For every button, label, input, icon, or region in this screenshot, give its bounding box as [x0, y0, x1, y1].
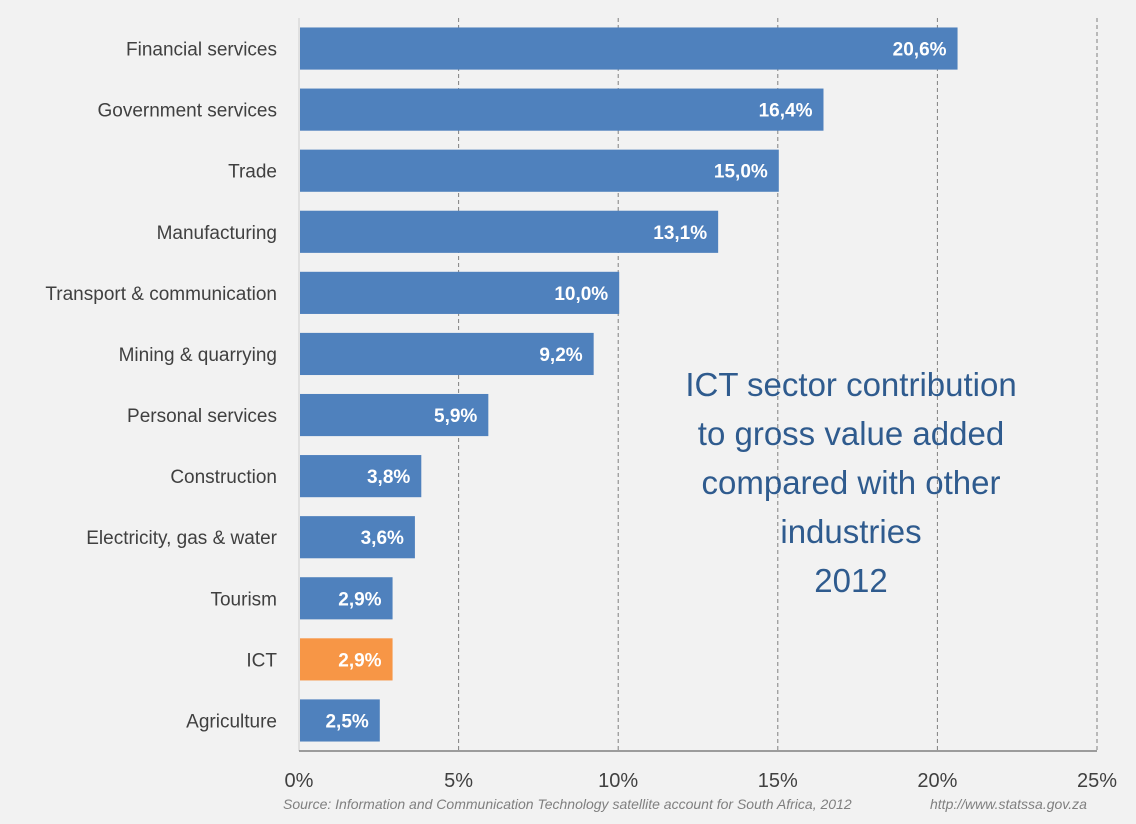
data-label: 3,6%: [361, 528, 404, 549]
bar: [300, 149, 779, 192]
annotation-line: compared with other: [702, 464, 1001, 501]
bar: [300, 332, 594, 376]
axes: 0% 5% 10% 15% 20% 25% Financial services Govern…: [45, 18, 1117, 792]
bar: [300, 638, 393, 681]
x-tick-label: 15%: [758, 770, 798, 792]
category-label: Transport & communication: [45, 284, 277, 305]
data-label: 9,2%: [539, 345, 582, 366]
bar: [300, 699, 380, 742]
x-tick-label: 20%: [917, 770, 957, 792]
annotation-line: ICT sector contribution: [685, 366, 1016, 403]
data-label: 3,8%: [367, 467, 410, 488]
data-label: 2,9%: [338, 650, 381, 671]
category-label: ICT: [246, 650, 277, 671]
category-label: Tourism: [210, 589, 277, 610]
data-label: 13,1%: [653, 223, 707, 244]
source-note: Source: Information and Communication Te…: [283, 796, 852, 812]
data-label: 2,5%: [325, 711, 368, 732]
category-label: Government services: [97, 101, 277, 122]
source-url: http://www.statssa.gov.za: [930, 796, 1087, 812]
gridlines: [458, 18, 1098, 751]
bars: 20,6% 16,4% 15,0% 13,1% 10,0% 9,2% 5,9% 3,8% 3,6…: [300, 27, 958, 742]
category-label: Construction: [170, 467, 277, 488]
category-label: Financial services: [126, 40, 277, 61]
category-label: Electricity, gas & water: [86, 528, 277, 549]
bar: [300, 455, 422, 498]
data-label: 10,0%: [554, 284, 608, 305]
category-label: Agriculture: [186, 711, 277, 732]
annotation-line: 2012: [814, 562, 887, 599]
data-label: 2,9%: [338, 589, 381, 610]
category-label: Trade: [228, 162, 277, 183]
x-tick-label: 10%: [598, 770, 638, 792]
annotation-line: to gross value added: [698, 415, 1004, 452]
x-tick-label: 25%: [1077, 770, 1117, 792]
x-tick-label: 0%: [285, 770, 314, 792]
bar: [300, 88, 824, 131]
bar: [300, 210, 719, 253]
bar: [300, 516, 415, 559]
category-label: Manufacturing: [157, 223, 277, 244]
data-label: 20,6%: [893, 40, 947, 61]
category-label: Personal services: [127, 406, 277, 427]
data-label: 5,9%: [434, 406, 477, 427]
bar: [300, 271, 620, 314]
chart-annotation: ICT sector contribution to gross value ad…: [685, 366, 1016, 599]
x-tick-label: 5%: [444, 770, 473, 792]
bar: [300, 393, 489, 437]
data-label: 15,0%: [714, 162, 768, 183]
annotation-line: industries: [780, 513, 921, 550]
data-label: 16,4%: [759, 101, 813, 122]
category-label: Mining & quarrying: [119, 345, 277, 366]
bar: [300, 577, 393, 620]
bar: [300, 27, 958, 70]
